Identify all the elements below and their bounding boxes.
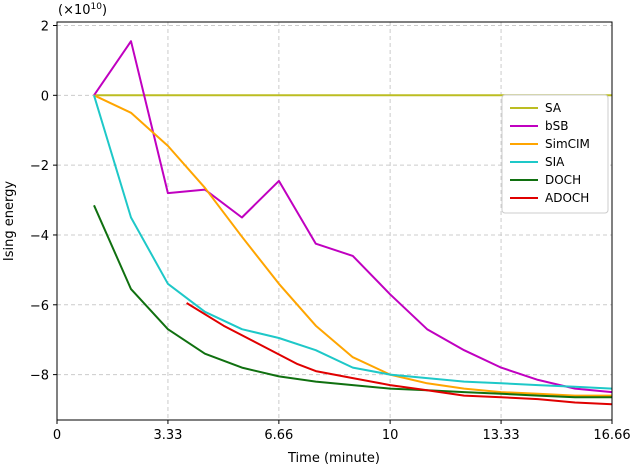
- legend-label-bsb: bSB: [545, 119, 568, 133]
- plot-background: [57, 22, 612, 420]
- legend: SA bSB SimCIM SIA DOCH ADOCH: [501, 94, 609, 214]
- y-tick-label: −8: [30, 369, 49, 384]
- legend-label-simcim: SimCIM: [545, 137, 590, 151]
- x-tick-label: 13.33: [482, 428, 519, 443]
- multiplier-close: ): [102, 3, 107, 18]
- legend-label-sia: SIA: [545, 155, 565, 169]
- multiplier-exponent: 10: [91, 2, 103, 12]
- series-line-sia: [93, 95, 613, 390]
- x-tick-label: 16.66: [593, 428, 630, 443]
- x-axis-label: Time (minute): [287, 451, 380, 466]
- series-line-adoch: [186, 302, 613, 406]
- series-line-doch: [93, 204, 612, 399]
- plot-frame: [56, 21, 613, 421]
- legend-box: [501, 94, 609, 214]
- ticks: 0 3.33 6.66 10 13.33 16.66 2 0 −2 −4 −6 −8: [30, 19, 631, 443]
- y-tick-label: 2: [41, 19, 49, 34]
- y-tick-label: 0: [41, 89, 49, 104]
- legend-label-sa: SA: [545, 101, 562, 115]
- y-tick-label: −4: [30, 229, 49, 244]
- series-line-simcim: [93, 94, 612, 397]
- multiplier-label: (×1010): [58, 2, 107, 18]
- legend-label-doch: DOCH: [545, 173, 581, 187]
- series-line-bsb: [93, 40, 613, 394]
- series-layer: [93, 40, 613, 406]
- legend-label-adoch: ADOCH: [545, 191, 589, 205]
- x-tick-label: 10: [382, 428, 399, 443]
- y-axis-label: Ising energy: [2, 181, 17, 261]
- x-tick-label: 3.33: [153, 428, 182, 443]
- y-tick-label: −6: [30, 299, 49, 314]
- x-tick-label: 0: [53, 428, 61, 443]
- y-tick-label: −2: [30, 159, 49, 174]
- x-tick-label: 6.66: [264, 428, 293, 443]
